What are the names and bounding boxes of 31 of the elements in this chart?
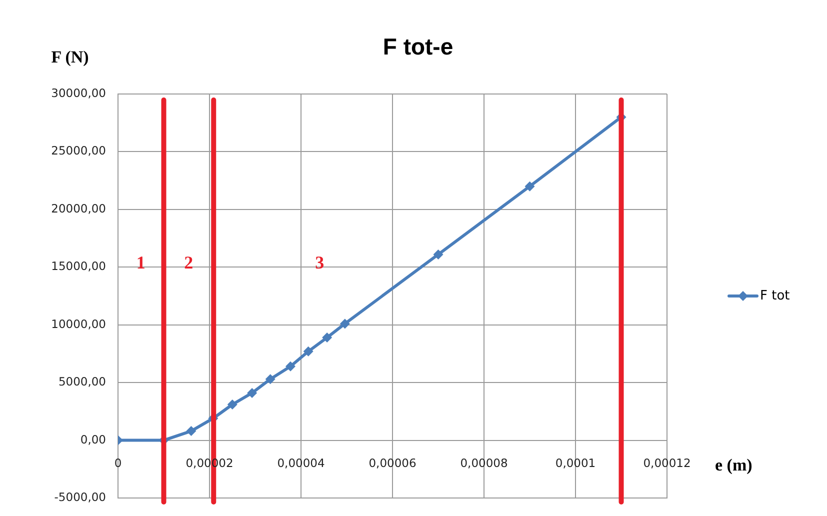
annotation: 2: [184, 252, 194, 272]
y-tick-label: 30000,00: [51, 86, 106, 100]
point: [227, 400, 238, 410]
y-tick-label: 20000,00: [51, 201, 106, 216]
point: [322, 332, 332, 343]
y-tick-label: 10000,00: [51, 316, 106, 331]
x-tick-label: 0,00006: [368, 456, 416, 470]
point: [285, 361, 296, 372]
point: [340, 318, 350, 329]
point: [265, 374, 276, 384]
x-tick-label: 0,00012: [643, 456, 691, 470]
y-tick-label: 15000,00: [51, 259, 106, 274]
point: [186, 426, 196, 436]
point: [524, 181, 535, 192]
point: [433, 249, 444, 260]
y-tick-label: 5000,00: [58, 374, 106, 389]
x-tick-label: 0,00008: [460, 456, 508, 470]
y-tick-label: 0,00: [80, 432, 106, 446]
y-tick-label: 25000,00: [51, 144, 106, 158]
annotation: 3: [315, 252, 324, 272]
x-tick-label: 0: [114, 456, 122, 470]
chart-title: F tot-e: [382, 33, 454, 60]
annotation: 1: [136, 252, 146, 272]
point: [303, 346, 314, 356]
x-tick-label: 0,0001: [555, 456, 596, 470]
y-tick-label: -5000,00: [54, 490, 106, 504]
point: [247, 388, 258, 398]
x-axis-title: e (m): [715, 456, 752, 475]
legend-label: F tot: [760, 288, 790, 304]
x-tick-label: 0,00004: [277, 456, 325, 470]
y-axis-title: F (N): [51, 47, 89, 66]
